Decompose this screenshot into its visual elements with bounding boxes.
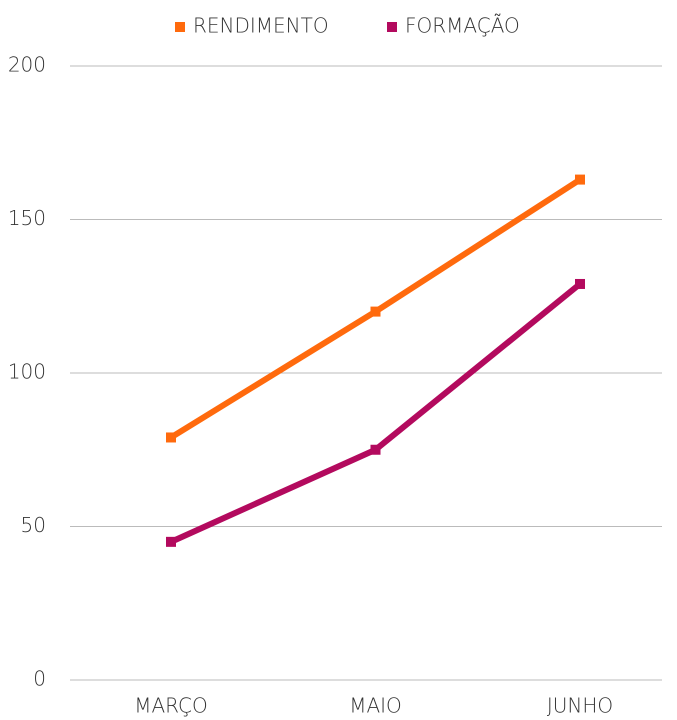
legend-swatch (387, 22, 397, 32)
point-marker (370, 306, 381, 317)
point-marker (370, 444, 381, 455)
x-tick-label: MARÇO (134, 694, 208, 718)
y-tick-label: 100 (8, 360, 46, 384)
x-tick-label: JUNHO (547, 694, 613, 718)
y-tick-label: 200 (8, 53, 46, 77)
legend-label: FORMAÇÃO (405, 14, 520, 38)
point-marker (575, 174, 585, 185)
point-marker (575, 278, 585, 289)
point-marker (166, 536, 176, 547)
y-tick-label: 50 (21, 513, 46, 537)
y-tick-label: 150 (8, 206, 46, 230)
y-tick-label: 0 (33, 667, 46, 691)
series-line (169, 281, 582, 545)
x-tick-label: MAIO (349, 694, 402, 718)
legend-label: RENDIMENTO (193, 14, 329, 38)
point-marker (166, 432, 176, 443)
legend-swatch (175, 22, 185, 32)
